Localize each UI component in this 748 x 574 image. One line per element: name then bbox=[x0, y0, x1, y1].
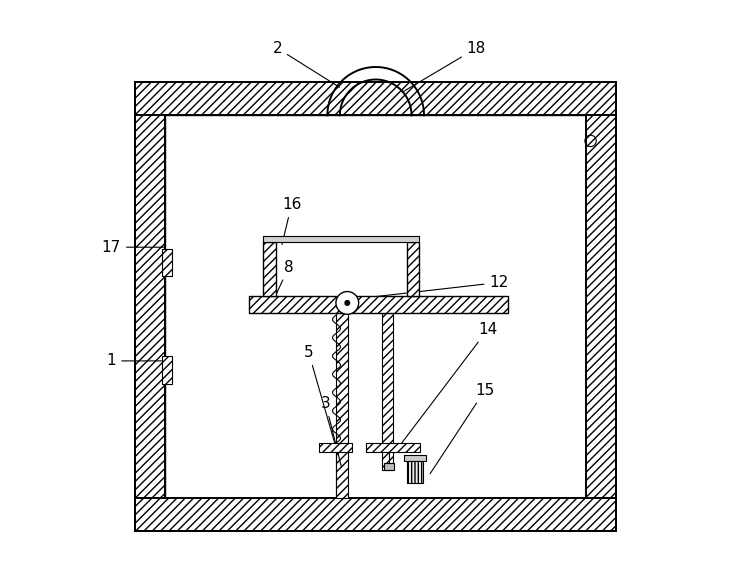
Bar bbox=[407, 461, 423, 483]
Text: 18: 18 bbox=[402, 41, 486, 92]
Circle shape bbox=[336, 292, 358, 315]
Text: 16: 16 bbox=[282, 197, 301, 245]
Bar bbox=[135, 82, 616, 532]
Text: 1: 1 bbox=[106, 354, 168, 369]
Text: 12: 12 bbox=[373, 275, 509, 297]
Bar bbox=[162, 356, 172, 383]
Bar bbox=[249, 296, 508, 313]
Text: 8: 8 bbox=[273, 259, 293, 301]
Bar bbox=[135, 82, 616, 115]
Bar bbox=[263, 236, 420, 242]
Bar bbox=[276, 242, 407, 296]
Text: 17: 17 bbox=[102, 240, 165, 255]
Bar bbox=[407, 242, 420, 296]
Bar bbox=[384, 463, 394, 470]
Bar bbox=[165, 115, 586, 498]
Bar bbox=[382, 313, 393, 470]
Text: 14: 14 bbox=[400, 322, 497, 445]
Bar bbox=[319, 443, 352, 452]
Text: 3: 3 bbox=[321, 396, 342, 467]
Bar bbox=[586, 115, 616, 498]
Bar bbox=[366, 443, 420, 452]
Bar bbox=[337, 313, 348, 498]
Text: 15: 15 bbox=[430, 383, 494, 474]
Text: 5: 5 bbox=[304, 345, 335, 445]
Bar bbox=[263, 242, 276, 296]
Bar bbox=[135, 115, 165, 498]
Bar bbox=[404, 455, 426, 461]
Bar bbox=[162, 249, 172, 276]
Bar bbox=[135, 498, 616, 532]
Text: 2: 2 bbox=[272, 41, 340, 87]
Circle shape bbox=[345, 301, 349, 305]
